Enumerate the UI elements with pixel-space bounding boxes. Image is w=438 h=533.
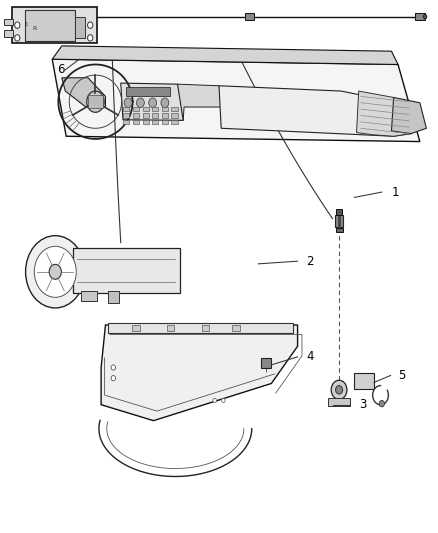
Bar (171, 107, 177, 111)
Text: R: R (32, 26, 37, 31)
Circle shape (14, 22, 20, 28)
Bar (143, 114, 149, 118)
Bar (12, 7, 97, 43)
Bar (171, 114, 177, 118)
Bar (162, 107, 168, 111)
Bar (143, 120, 149, 124)
Bar (162, 114, 168, 118)
Circle shape (34, 246, 76, 297)
Polygon shape (357, 91, 411, 136)
Bar (354, 373, 374, 389)
Text: 5: 5 (398, 369, 406, 382)
Bar (171, 120, 177, 124)
Bar (245, 13, 254, 20)
Circle shape (14, 35, 20, 41)
Circle shape (161, 98, 169, 108)
Bar (162, 120, 168, 124)
Bar (132, 325, 140, 332)
Text: 1: 1 (25, 21, 28, 27)
Text: 3: 3 (359, 398, 366, 411)
Bar (416, 13, 425, 20)
Bar (124, 120, 130, 124)
Circle shape (88, 35, 93, 41)
Circle shape (331, 380, 347, 399)
Circle shape (111, 365, 116, 370)
Circle shape (124, 98, 132, 108)
Bar (108, 324, 293, 333)
Bar (152, 114, 158, 118)
Bar (335, 215, 343, 227)
Polygon shape (52, 46, 398, 64)
Circle shape (137, 98, 145, 108)
Bar (4, 30, 13, 37)
Bar (152, 107, 158, 111)
Text: 2: 2 (306, 255, 314, 268)
Circle shape (379, 400, 385, 407)
Bar (108, 291, 119, 303)
Polygon shape (392, 98, 426, 134)
Bar (4, 19, 13, 25)
Circle shape (222, 398, 225, 402)
Circle shape (213, 398, 216, 402)
Polygon shape (177, 84, 223, 120)
Circle shape (424, 14, 427, 19)
Bar (133, 114, 139, 118)
Text: 4: 4 (306, 350, 314, 364)
Bar (75, 17, 85, 38)
Circle shape (87, 91, 104, 112)
Bar (81, 292, 97, 301)
Bar (124, 114, 130, 118)
Polygon shape (52, 59, 420, 142)
Text: 6: 6 (57, 63, 65, 76)
Bar (133, 120, 139, 124)
Bar (25, 10, 75, 41)
Circle shape (111, 375, 116, 381)
Circle shape (49, 264, 61, 279)
Bar (73, 248, 180, 293)
Circle shape (149, 98, 156, 108)
Circle shape (336, 385, 343, 394)
Bar (336, 228, 343, 232)
Bar (232, 325, 240, 332)
Polygon shape (101, 325, 297, 421)
Bar (152, 120, 158, 124)
Circle shape (25, 236, 85, 308)
Bar (166, 325, 174, 332)
Text: 1: 1 (392, 185, 399, 199)
Bar (201, 325, 209, 332)
Bar (328, 398, 350, 406)
Polygon shape (121, 83, 183, 120)
Bar (133, 107, 139, 111)
Bar (88, 95, 103, 108)
Bar (261, 359, 271, 368)
Polygon shape (219, 86, 411, 136)
Bar (127, 87, 170, 96)
Bar (336, 208, 342, 215)
Bar (124, 107, 130, 111)
Circle shape (88, 22, 93, 28)
Polygon shape (62, 78, 106, 107)
Bar (143, 107, 149, 111)
